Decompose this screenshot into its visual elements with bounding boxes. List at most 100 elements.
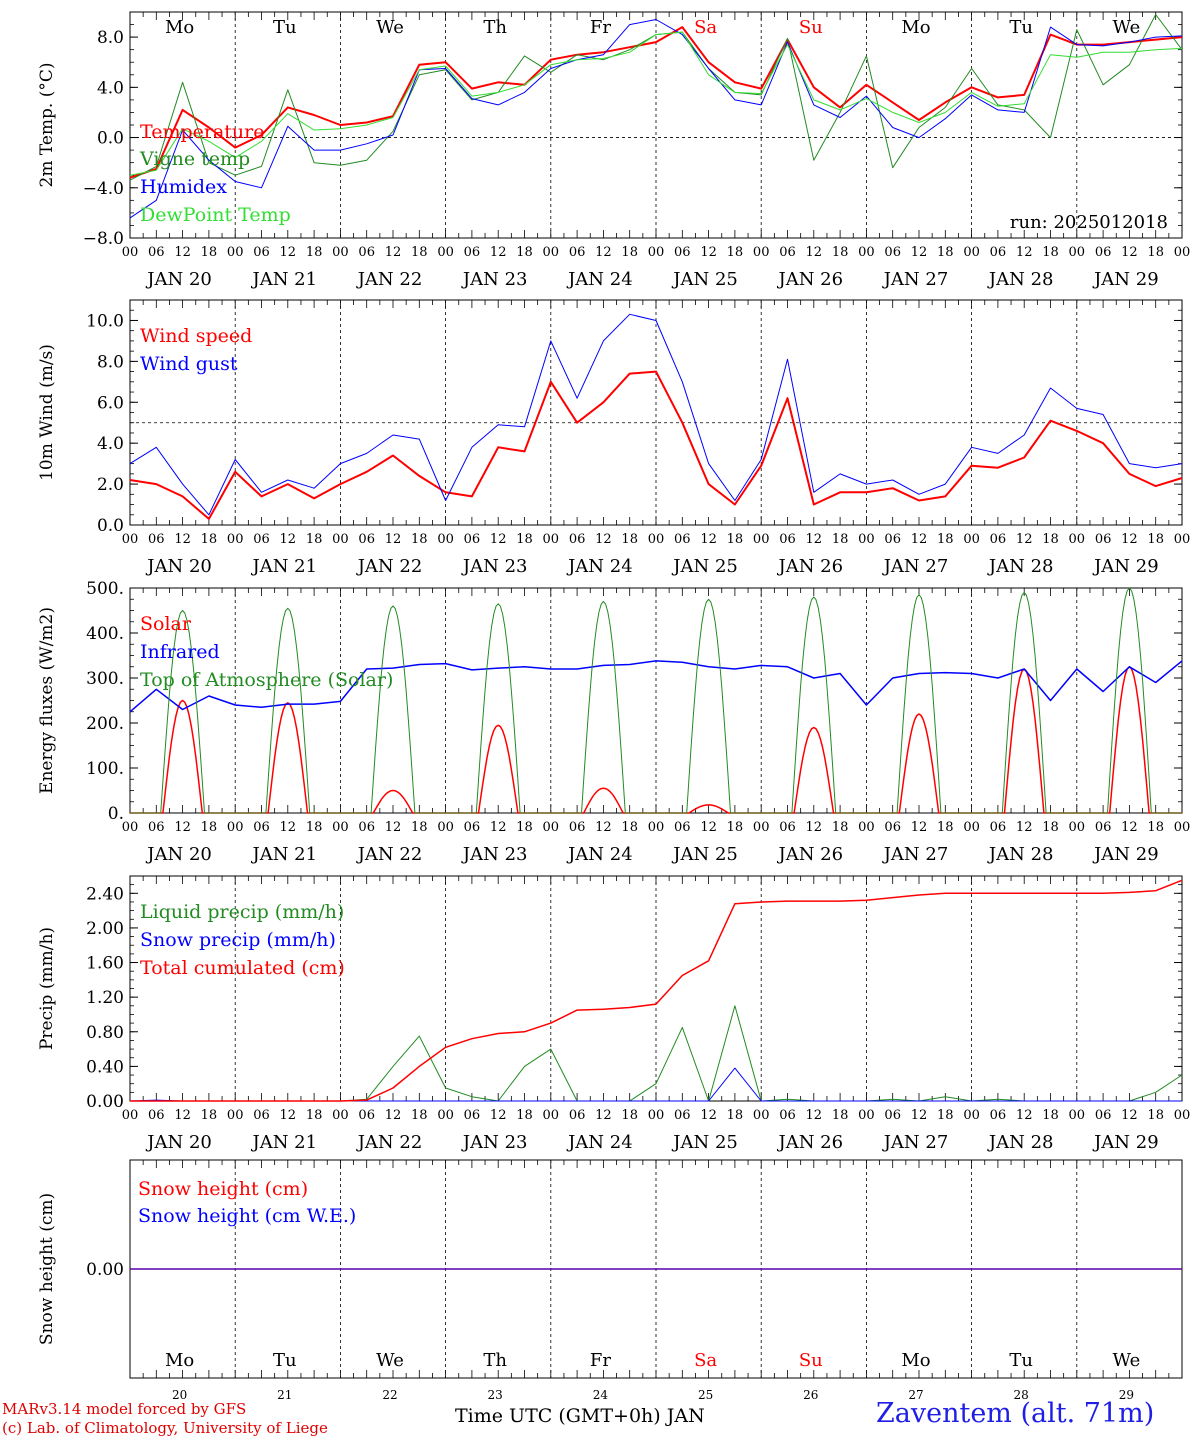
hour-tick-label: 00 (543, 532, 560, 547)
date-label: JAN 27 (882, 269, 949, 290)
hour-tick-label: 00 (1069, 532, 1086, 547)
legend-entry: Solar (140, 613, 192, 635)
hour-tick-label: 06 (779, 532, 796, 547)
hour-tick-label: 18 (411, 532, 428, 547)
hour-tick-label: 00 (648, 820, 665, 835)
date-label: JAN 27 (882, 556, 949, 577)
weekday-label: Fr (590, 17, 611, 38)
hour-tick-label: 18 (832, 245, 849, 260)
hour-tick-label: 00 (1174, 532, 1191, 547)
series-line (129, 31, 1183, 176)
hour-tick-label: 06 (674, 532, 691, 547)
date-label: JAN 21 (251, 556, 318, 577)
day-number-label: 23 (488, 1388, 503, 1402)
hour-tick-label: 18 (937, 532, 954, 547)
date-label: JAN 29 (1092, 556, 1159, 577)
date-label: JAN 26 (777, 269, 844, 290)
hour-tick-label: 00 (437, 820, 454, 835)
y-tick-label: −8.0 (83, 229, 124, 249)
y-tick-label: 200. (86, 714, 124, 734)
hour-tick-label: 12 (595, 532, 612, 547)
hour-tick-label: 06 (990, 245, 1007, 260)
date-label: JAN 20 (145, 556, 212, 577)
day-number-label: 24 (593, 1388, 609, 1402)
hour-tick-label: 12 (1016, 1108, 1033, 1123)
date-label: JAN 25 (671, 556, 738, 577)
weekday-label: Th (483, 1350, 507, 1371)
panel-frame (129, 299, 1183, 526)
hour-tick-label: 06 (779, 245, 796, 260)
hour-tick-label: 12 (490, 245, 507, 260)
y-axis-title: 10m Wind (m/s) (37, 344, 57, 481)
hour-tick-label: 00 (648, 1108, 665, 1123)
hour-tick-label: 06 (779, 1108, 796, 1123)
y-axis-title: Energy fluxes (W/m2) (37, 607, 57, 794)
hour-tick-label: 12 (911, 245, 928, 260)
hour-tick-label: 00 (1069, 1108, 1086, 1123)
date-label: JAN 25 (671, 1132, 738, 1153)
y-tick-label: 2.40 (86, 884, 124, 904)
hour-tick-label: 18 (201, 820, 218, 835)
date-label: JAN 25 (671, 269, 738, 290)
hour-tick-label: 06 (1095, 245, 1112, 260)
date-label: JAN 24 (566, 556, 633, 577)
hour-tick-label: 18 (1042, 245, 1059, 260)
hour-tick-label: 12 (1121, 820, 1138, 835)
hour-tick-label: 18 (621, 245, 638, 260)
hour-tick-label: 00 (858, 532, 875, 547)
legend-entry: Humidex (140, 176, 227, 198)
hour-tick-label: 18 (516, 820, 533, 835)
legend-entry: Wind gust (140, 353, 238, 375)
hour-tick-label: 18 (201, 245, 218, 260)
hour-tick-label: 06 (358, 532, 375, 547)
y-tick-label: 4.0 (97, 434, 124, 454)
date-label: JAN 24 (566, 269, 633, 290)
y-axis-title: Precip (mm/h) (37, 927, 57, 1050)
y-tick-label: 100. (86, 759, 124, 779)
y-tick-label: 4.0 (97, 78, 124, 98)
hour-tick-label: 18 (411, 1108, 428, 1123)
hour-tick-label: 06 (358, 1108, 375, 1123)
hour-tick-label: 12 (1016, 820, 1033, 835)
hour-tick-label: 00 (1069, 245, 1086, 260)
hour-tick-label: 00 (858, 1108, 875, 1123)
hour-tick-label: 12 (174, 1108, 191, 1123)
hour-tick-label: 12 (595, 1108, 612, 1123)
hour-tick-label: 18 (1042, 820, 1059, 835)
hour-tick-label: 18 (411, 820, 428, 835)
hour-tick-label: 18 (832, 820, 849, 835)
legend-entry: Temperature (140, 121, 264, 143)
weekday-label: We (1113, 1350, 1141, 1371)
hour-tick-label: 06 (148, 532, 165, 547)
hour-tick-label: 06 (358, 820, 375, 835)
hour-tick-label: 00 (858, 820, 875, 835)
date-label: JAN 20 (145, 269, 212, 290)
date-label: JAN 21 (251, 269, 318, 290)
weekday-label: We (376, 17, 404, 38)
hour-tick-label: 18 (306, 820, 323, 835)
series-line (129, 370, 1183, 520)
hour-tick-label: 06 (569, 1108, 586, 1123)
weekday-label: We (1113, 17, 1141, 38)
y-tick-label: 0.00 (86, 1260, 124, 1280)
date-label: JAN 21 (251, 1132, 318, 1153)
day-number-label: 22 (382, 1388, 397, 1402)
weekday-label: Su (799, 1350, 823, 1371)
hour-tick-label: 18 (201, 1108, 218, 1123)
hour-tick-label: 12 (911, 1108, 928, 1123)
day-number-label: 27 (908, 1388, 923, 1402)
hour-tick-label: 06 (148, 820, 165, 835)
y-tick-label: 0.0 (97, 129, 124, 149)
y-tick-label: 300. (86, 669, 124, 689)
hour-tick-label: 12 (595, 245, 612, 260)
date-label: JAN 29 (1092, 269, 1159, 290)
hour-tick-label: 00 (753, 245, 770, 260)
date-label: JAN 22 (356, 269, 423, 290)
series-line (129, 19, 1183, 219)
day-number-label: 29 (1119, 1388, 1134, 1402)
hour-tick-label: 00 (122, 532, 139, 547)
legend-entry: Top of Atmosphere (Solar) (140, 669, 393, 691)
hour-tick-label: 00 (227, 1108, 244, 1123)
hour-tick-label: 06 (884, 1108, 901, 1123)
date-label: JAN 23 (461, 556, 528, 577)
